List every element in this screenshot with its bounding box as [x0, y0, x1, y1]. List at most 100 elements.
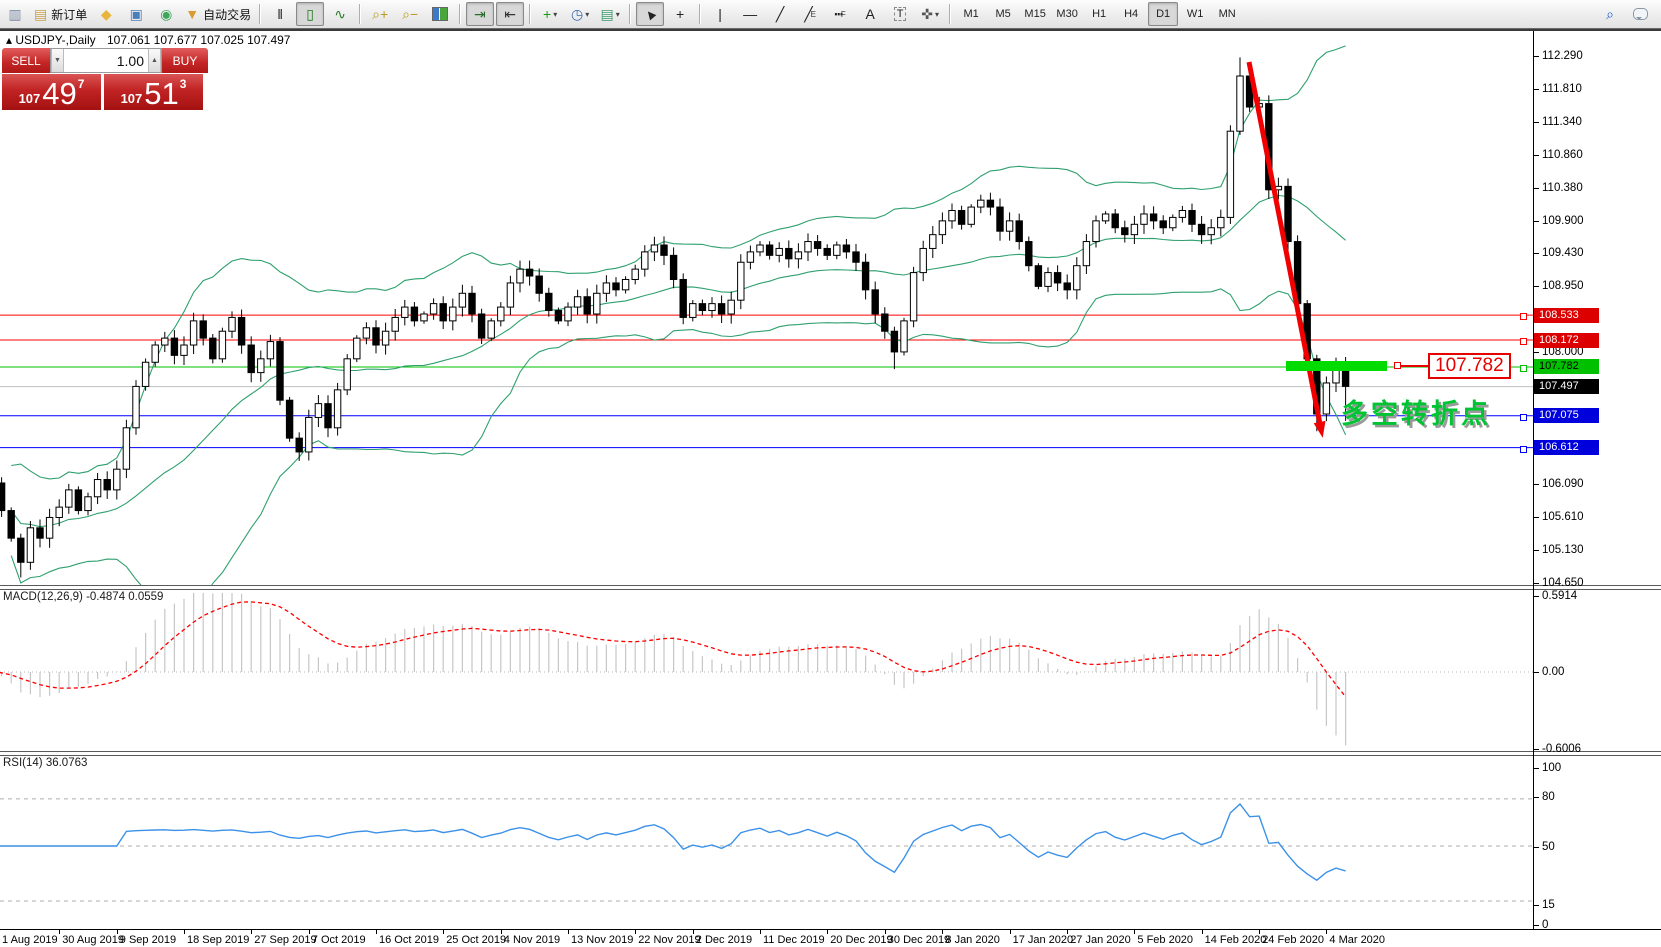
search-icon-glyph: ⌕ — [1606, 5, 1614, 22]
rsi-indicator-panel[interactable] — [0, 756, 1533, 929]
timeframe-m5[interactable]: M5 — [995, 8, 1011, 20]
rsi-tick — [1534, 847, 1539, 848]
date-tick-label: 25 Oct 2019 — [446, 934, 507, 946]
periods-icon[interactable]: ◷ ▾ — [566, 2, 594, 26]
signals-icon[interactable]: ◉ — [152, 2, 180, 26]
cursor-icon[interactable]: ▲ — [636, 2, 665, 26]
line-chart-icon[interactable]: ∿ — [326, 2, 354, 26]
price-tick — [1534, 351, 1539, 353]
indicators-icon[interactable]: + ▾ — [536, 2, 564, 26]
date-tick-label: 4 Nov 2019 — [503, 934, 561, 946]
panel-separator[interactable] — [0, 585, 1661, 590]
date-tick-label: 22 Nov 2019 — [638, 934, 701, 946]
auto-scroll-icon[interactable]: ⇤ — [466, 2, 495, 26]
volume-decrease-button[interactable]: ▼ — [51, 49, 64, 72]
buy-price-box[interactable]: 107 51 3 — [104, 74, 203, 110]
date-tick — [1067, 930, 1069, 934]
timeframe-w1[interactable]: W1 — [1186, 8, 1204, 20]
arrows-icon-dropdown[interactable]: ▾ — [934, 9, 939, 19]
fibonacci-icon[interactable]: ┅ F — [834, 5, 846, 22]
volume-stepper: ▼ ▲ — [50, 48, 162, 73]
window-icon[interactable]: ▥ — [1, 2, 29, 26]
timeframe-m30[interactable]: M30 — [1056, 8, 1078, 20]
timeframe-d1[interactable]: D1 — [1148, 2, 1179, 26]
search-icon[interactable]: ⌕ — [1596, 2, 1624, 26]
macd-indicator-panel[interactable] — [0, 590, 1533, 750]
crosshair-icon[interactable]: + — [666, 2, 694, 26]
price-tick-label: 108.000 — [1542, 345, 1584, 358]
horizontal-line-icon[interactable]: — — [736, 2, 764, 26]
timeframe-h4[interactable]: H4 — [1124, 8, 1139, 20]
toolbar-separator — [699, 4, 702, 24]
trendline-icon[interactable]: ╱ — [766, 2, 794, 26]
templates-icon-dropdown[interactable]: ▾ — [615, 9, 620, 19]
text-icon[interactable]: A — [856, 2, 884, 26]
date-tick — [116, 930, 118, 934]
timeframe-m1[interactable]: M1 — [963, 8, 979, 20]
price-tick — [1534, 582, 1539, 584]
volume-input[interactable] — [64, 49, 148, 72]
timeframe-mn[interactable]: MN — [1218, 8, 1236, 20]
macd-tick-label: -0.6006 — [1542, 743, 1582, 755]
text-icon-glyph: A — [865, 6, 875, 22]
price-tag-107.497: 107.497 — [1534, 379, 1599, 395]
price-tick-label: 105.610 — [1542, 510, 1584, 523]
date-tick — [251, 930, 253, 934]
rsi-tick-label: 80 — [1542, 791, 1555, 803]
date-tick — [1259, 930, 1261, 934]
hline-drag-handle[interactable] — [1520, 445, 1527, 453]
date-tick — [1201, 930, 1203, 934]
date-tick — [184, 930, 185, 934]
price-tick-label: 111.340 — [1542, 115, 1582, 128]
buy-button[interactable]: BUY — [162, 48, 208, 73]
zoom-in-icon[interactable]: ⌕+ — [366, 2, 394, 26]
tile-windows-icon[interactable] — [426, 2, 454, 26]
main-price-chart[interactable] — [0, 29, 1533, 586]
fibonacci-icon-glyph: ┅ — [834, 5, 843, 22]
hline-drag-handle[interactable] — [1520, 364, 1527, 372]
timeframe-m15[interactable]: M15 — [1024, 8, 1046, 20]
price-tick-label: 109.430 — [1542, 247, 1584, 260]
hline-drag-handle[interactable] — [1520, 313, 1527, 321]
terminal-icon[interactable]: ▣ — [122, 2, 150, 26]
collapse-arrow-icon[interactable]: ▴ — [6, 33, 13, 47]
toolbar-separator — [359, 4, 362, 24]
turning-point-annotation[interactable]: 多空转折点 — [1341, 399, 1491, 429]
vertical-line-icon-glyph: | — [718, 6, 722, 22]
time-axis[interactable] — [0, 929, 1661, 930]
new-order-button[interactable]: ▤ 新订单 — [31, 2, 90, 26]
price-tag-106.612: 106.612 — [1534, 440, 1599, 456]
autotrading-button[interactable]: ▼ 自动交易 — [182, 2, 254, 26]
price-axis[interactable] — [1533, 29, 1534, 930]
date-tick — [760, 930, 761, 934]
text-label-icon[interactable]: T — [886, 2, 914, 26]
timeframe-h1[interactable]: H1 — [1092, 8, 1107, 20]
chart-shift-icon[interactable]: ⇤ — [496, 2, 525, 26]
price-callout-label[interactable]: 107.782 — [1428, 353, 1511, 379]
panel-separator[interactable] — [0, 751, 1661, 756]
crosshair-icon-glyph: + — [676, 6, 685, 22]
arrows-icon[interactable]: ✜ ▾ — [916, 2, 944, 26]
indicators-icon-dropdown[interactable]: ▾ — [553, 9, 558, 19]
community-chat-icon[interactable] — [1626, 2, 1654, 26]
hline-drag-handle[interactable] — [1520, 413, 1527, 421]
bar-chart-icon[interactable]: ‖ — [266, 2, 294, 26]
sell-button[interactable]: SELL — [2, 48, 50, 73]
sell-price-box[interactable]: 107 49 7 — [2, 74, 101, 110]
channel-icon[interactable]: ╱ E — [804, 5, 817, 22]
hline-drag-handle[interactable] — [1520, 338, 1527, 346]
zoom-in-icon-glyph: ⌕+ — [372, 5, 389, 22]
periods-icon-dropdown[interactable]: ▾ — [585, 9, 590, 19]
window-icon-glyph: ▥ — [8, 5, 22, 22]
support-zone-highlight[interactable] — [1286, 361, 1387, 371]
candlestick-chart-icon[interactable]: ▯ — [296, 2, 325, 26]
templates-icon[interactable]: ▤ ▾ — [596, 2, 624, 26]
zoom-out-icon[interactable]: ⌕− — [396, 2, 424, 26]
chart-wizard-icon[interactable]: ◆ — [92, 2, 120, 26]
sell-price-prefix: 107 — [18, 91, 41, 106]
price-tick-label: 111.810 — [1542, 83, 1582, 96]
vertical-line-icon[interactable]: | — [706, 2, 734, 26]
volume-increase-button[interactable]: ▲ — [148, 49, 161, 72]
rsi-tick — [1534, 924, 1539, 926]
